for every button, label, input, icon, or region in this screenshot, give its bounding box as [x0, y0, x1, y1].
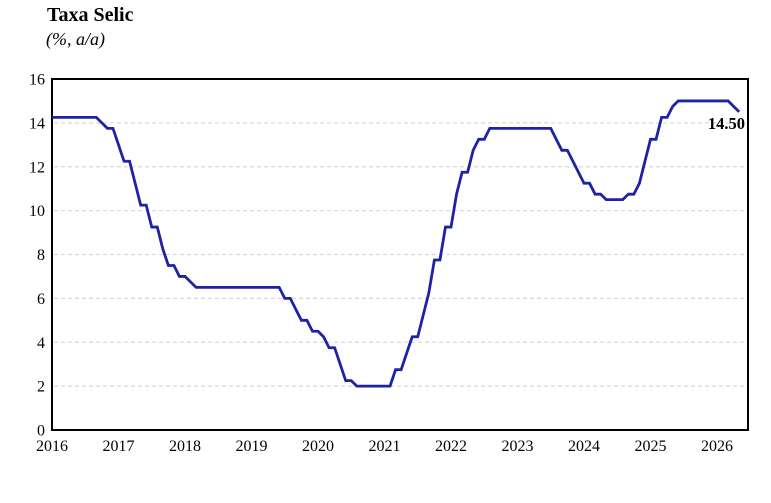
x-tick-label-2020: 2020 — [302, 438, 334, 455]
end-value-label: 14.50 — [708, 114, 745, 133]
y-tick-label-2: 2 — [37, 379, 45, 396]
x-tick-label-2024: 2024 — [568, 438, 600, 455]
chart-subtitle: (%, a/a) — [46, 29, 105, 49]
x-tick-label-2023: 2023 — [502, 438, 534, 455]
y-tick-label-6: 6 — [37, 291, 45, 308]
y-tick-label-14: 14 — [29, 115, 45, 132]
x-tick-label-2025: 2025 — [635, 438, 667, 455]
x-tick-label-2018: 2018 — [169, 438, 201, 455]
y-tick-label-0: 0 — [37, 423, 45, 440]
x-tick-label-2016: 2016 — [36, 438, 68, 455]
selic-rate-line — [52, 99, 741, 388]
y-tick-label-16: 16 — [29, 72, 45, 89]
x-tick-label-2019: 2019 — [236, 438, 268, 455]
plot-border — [51, 78, 749, 431]
x-tick-label-2021: 2021 — [369, 438, 401, 455]
x-tick-label-2017: 2017 — [103, 438, 135, 455]
y-tick-label-4: 4 — [37, 335, 45, 352]
y-tick-label-10: 10 — [29, 203, 45, 220]
chart-title: Taxa Selic — [47, 4, 134, 26]
y-tick-label-12: 12 — [29, 159, 45, 176]
x-tick-label-2026: 2026 — [701, 438, 733, 455]
y-tick-label-8: 8 — [37, 247, 45, 264]
x-tick-label-2022: 2022 — [435, 438, 467, 455]
